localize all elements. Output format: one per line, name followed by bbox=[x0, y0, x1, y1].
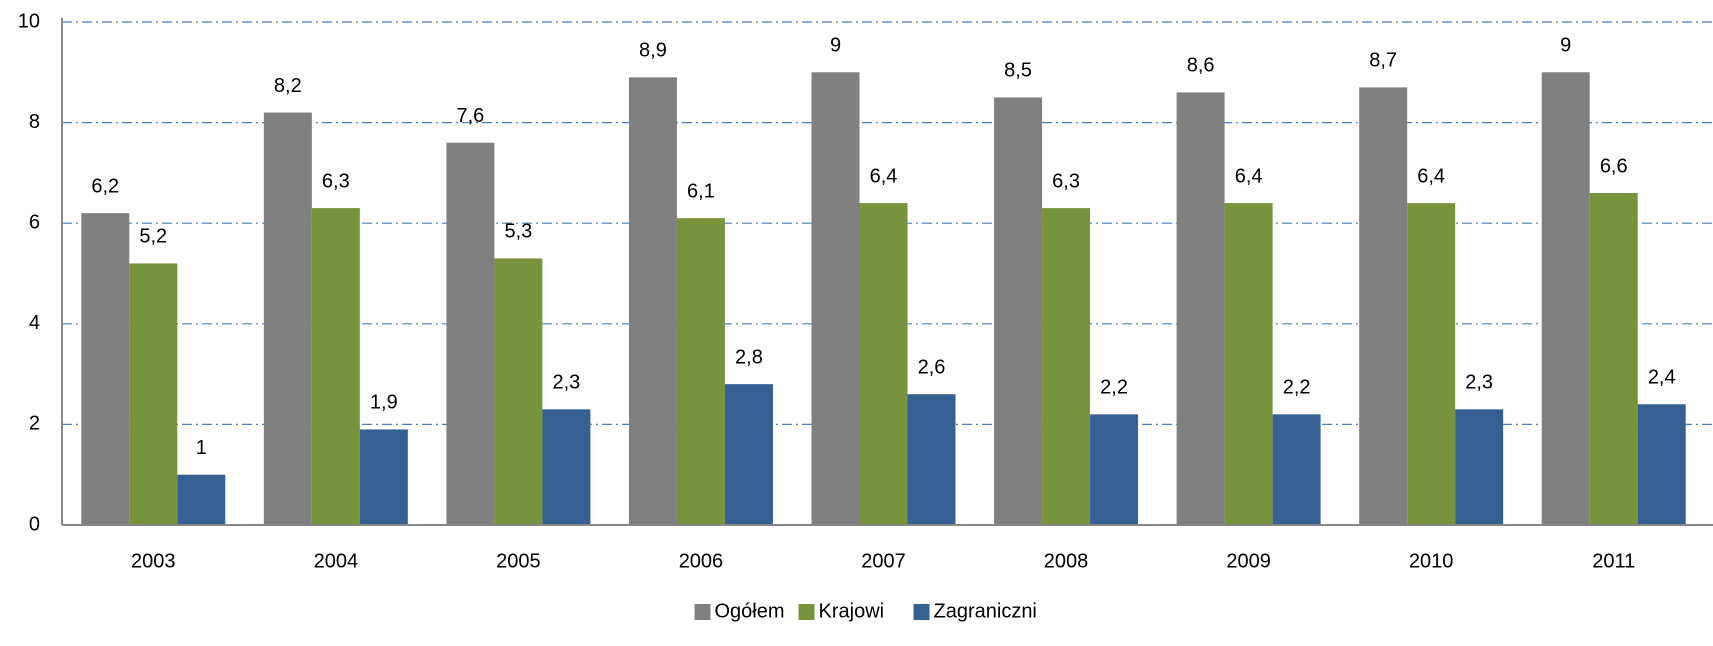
bar bbox=[1272, 414, 1321, 525]
x-tick-label: 2010 bbox=[1409, 550, 1454, 572]
y-tick-label: 2 bbox=[29, 413, 40, 435]
data-label: 8,2 bbox=[274, 75, 302, 97]
y-tick-label: 0 bbox=[29, 513, 40, 535]
data-label: 2,3 bbox=[1465, 372, 1493, 394]
x-tick-label: 2005 bbox=[496, 550, 541, 572]
data-label: 2,8 bbox=[735, 346, 763, 368]
bar bbox=[628, 77, 677, 525]
x-tick-label: 2004 bbox=[314, 550, 359, 572]
data-label: 2,2 bbox=[1283, 377, 1311, 399]
data-label: 6,3 bbox=[322, 170, 350, 192]
data-label: 8,5 bbox=[1004, 60, 1032, 82]
y-tick-label: 8 bbox=[29, 111, 40, 133]
data-label: 1,9 bbox=[370, 392, 398, 414]
data-label: 2,3 bbox=[552, 372, 580, 394]
bar bbox=[1541, 72, 1590, 526]
data-label: 2,4 bbox=[1648, 367, 1676, 389]
bar bbox=[446, 142, 495, 525]
y-tick-label: 4 bbox=[29, 312, 40, 334]
bar bbox=[811, 72, 860, 526]
data-label: 9 bbox=[1560, 35, 1571, 57]
legend-swatch bbox=[694, 604, 711, 620]
legend-swatch bbox=[913, 604, 930, 620]
bar bbox=[1042, 208, 1091, 526]
data-label: 6,6 bbox=[1600, 155, 1628, 177]
bar bbox=[1589, 193, 1638, 525]
data-label: 6,3 bbox=[1052, 170, 1080, 192]
bar bbox=[263, 112, 312, 525]
x-tick-label: 2008 bbox=[1044, 550, 1089, 572]
bar bbox=[311, 208, 360, 526]
bar bbox=[359, 429, 408, 525]
data-label: 2,2 bbox=[1100, 377, 1128, 399]
bar bbox=[129, 263, 178, 525]
bar bbox=[1176, 92, 1225, 526]
bar bbox=[542, 409, 591, 525]
data-label: 8,6 bbox=[1187, 55, 1215, 77]
data-label: 6,2 bbox=[91, 175, 119, 197]
data-label: 2,6 bbox=[918, 357, 946, 379]
x-tick-label: 2011 bbox=[1592, 550, 1635, 572]
x-tick-label: 2009 bbox=[1226, 550, 1271, 572]
bar bbox=[1090, 414, 1139, 525]
data-label: 6,4 bbox=[1235, 165, 1263, 187]
bar bbox=[1455, 409, 1504, 525]
data-label: 6,4 bbox=[870, 165, 898, 187]
bar bbox=[676, 218, 725, 526]
data-label: 8,9 bbox=[639, 40, 667, 62]
y-tick-label: 10 bbox=[18, 10, 40, 32]
data-label: 9 bbox=[830, 35, 841, 57]
data-label: 1 bbox=[196, 437, 207, 459]
x-tick-label: 2003 bbox=[131, 550, 176, 572]
legend-label: Ogółem bbox=[715, 600, 785, 622]
bar bbox=[859, 203, 908, 525]
legend-label: Zagraniczni bbox=[934, 600, 1037, 622]
bar bbox=[1407, 203, 1456, 525]
legend-label: Krajowi bbox=[819, 600, 885, 622]
x-tick-label: 2007 bbox=[861, 550, 906, 572]
bar bbox=[1359, 87, 1408, 525]
data-label: 5,2 bbox=[139, 226, 167, 248]
bar bbox=[1637, 404, 1686, 525]
data-label: 6,1 bbox=[687, 180, 715, 202]
legend-swatch bbox=[798, 604, 815, 620]
data-label: 5,3 bbox=[504, 221, 532, 243]
bar bbox=[907, 394, 956, 525]
x-tick-label: 2006 bbox=[679, 550, 724, 572]
data-label: 7,6 bbox=[456, 105, 484, 127]
data-label: 6,4 bbox=[1417, 165, 1445, 187]
y-tick-label: 6 bbox=[29, 211, 40, 233]
bar bbox=[81, 213, 130, 525]
bar bbox=[994, 97, 1043, 525]
bar bbox=[1224, 203, 1273, 525]
data-label: 8,7 bbox=[1369, 50, 1397, 72]
bar bbox=[177, 474, 226, 525]
bar bbox=[724, 384, 773, 525]
bar bbox=[494, 258, 543, 525]
